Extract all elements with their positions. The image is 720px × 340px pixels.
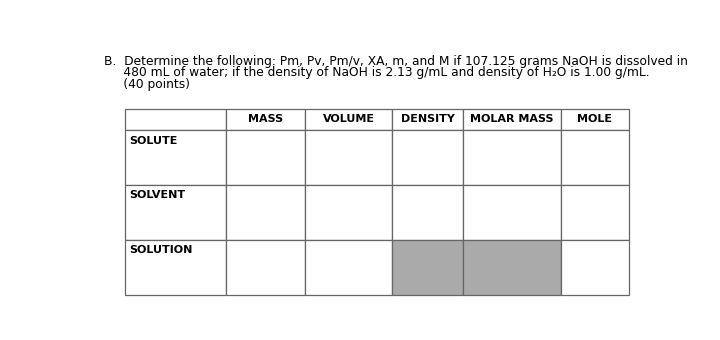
Bar bbox=[226, 240, 305, 295]
Text: B.  Determine the following: Pm, Pv, Pm/v, XA, m, and M if 107.125 grams NaOH is: B. Determine the following: Pm, Pv, Pm/v… bbox=[104, 55, 688, 68]
Bar bbox=[561, 130, 629, 185]
Bar bbox=[392, 185, 463, 240]
Text: SOLUTE: SOLUTE bbox=[130, 136, 178, 146]
Bar bbox=[561, 185, 629, 240]
Bar bbox=[305, 130, 392, 185]
Text: MOLE: MOLE bbox=[577, 114, 612, 124]
Bar bbox=[125, 185, 226, 240]
Bar bbox=[392, 108, 463, 130]
Text: SOLUTION: SOLUTION bbox=[130, 245, 193, 255]
Bar bbox=[226, 130, 305, 185]
Bar bbox=[305, 240, 392, 295]
Text: 480 mL of water; if the density of NaOH is 2.13 g/mL and density of H₂O is 1.00 : 480 mL of water; if the density of NaOH … bbox=[104, 66, 649, 79]
Bar bbox=[561, 240, 629, 295]
Bar bbox=[305, 108, 392, 130]
Text: SOLVENT: SOLVENT bbox=[130, 190, 186, 201]
Bar bbox=[226, 108, 305, 130]
Bar bbox=[463, 130, 561, 185]
Bar bbox=[392, 130, 463, 185]
Text: DENSITY: DENSITY bbox=[400, 114, 454, 124]
Text: VOLUME: VOLUME bbox=[323, 114, 374, 124]
Bar bbox=[463, 240, 561, 295]
Bar bbox=[226, 185, 305, 240]
Bar bbox=[125, 240, 226, 295]
Bar bbox=[392, 240, 463, 295]
Bar bbox=[305, 185, 392, 240]
Text: MASS: MASS bbox=[248, 114, 284, 124]
Bar bbox=[125, 130, 226, 185]
Text: MOLAR MASS: MOLAR MASS bbox=[470, 114, 554, 124]
Text: (40 points): (40 points) bbox=[104, 78, 190, 91]
Bar bbox=[463, 185, 561, 240]
Bar bbox=[463, 108, 561, 130]
Bar bbox=[561, 108, 629, 130]
Bar bbox=[125, 108, 226, 130]
